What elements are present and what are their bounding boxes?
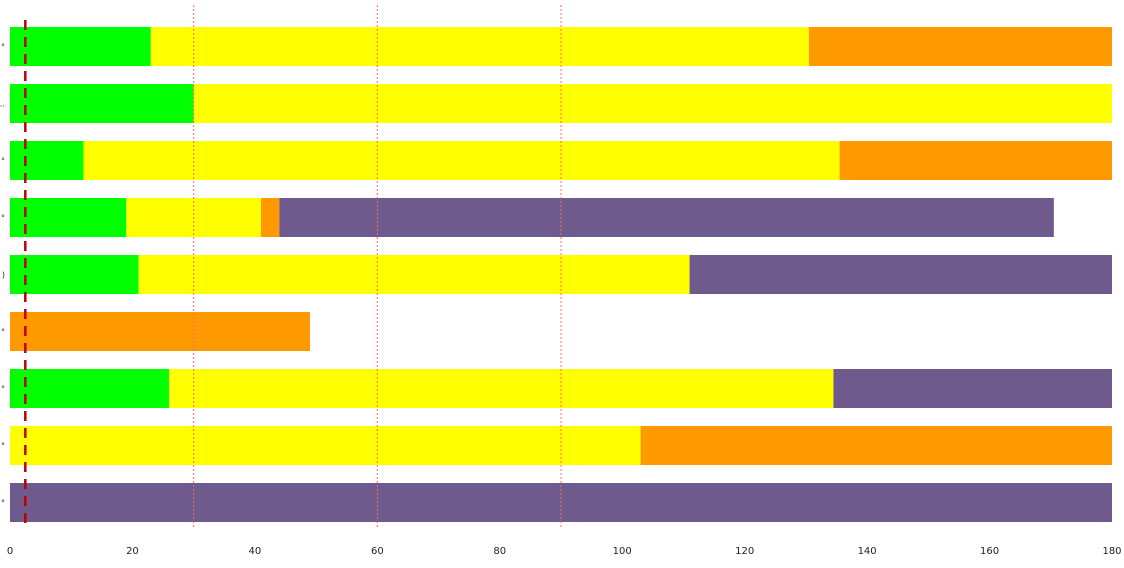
bar-segment-row-2-yellow [193, 84, 1112, 123]
bar-segment-row-3-yellow [83, 141, 840, 180]
bars-layer [10, 27, 1112, 522]
x-tick-label-0: 0 [7, 546, 13, 557]
x-tick-label-60: 60 [371, 546, 384, 557]
bar-segment-row-1-green [10, 27, 151, 66]
x-tick-label-20: 20 [126, 546, 139, 557]
bar-segment-row-7-green [10, 369, 170, 408]
bar-segment-row-5-yellow [138, 255, 690, 294]
bar-segment-row-4-green [10, 198, 127, 237]
x-tick-label-100: 100 [613, 546, 632, 557]
row-label-5: ) [2, 271, 5, 280]
x-tick-label-40: 40 [249, 546, 262, 557]
bar-segment-row-1-yellow [150, 27, 809, 66]
row-label-7: ° [1, 385, 5, 394]
bar-segment-row-1-orange [808, 27, 1112, 66]
row-label-1: ° [1, 43, 5, 52]
bar-segment-row-3-green [10, 141, 84, 180]
x-tick-label-180: 180 [1102, 546, 1121, 557]
bar-segment-row-3-orange [839, 141, 1112, 180]
row-label-3: ° [1, 157, 5, 166]
bar-segment-row-5-purple [689, 255, 1112, 294]
row-label-2: … [0, 100, 5, 109]
x-tick-label-140: 140 [858, 546, 877, 557]
bar-segment-row-4-purple [279, 198, 1054, 237]
x-tick-label-160: 160 [980, 546, 999, 557]
bar-segment-row-7-yellow [169, 369, 834, 408]
x-tick-label-80: 80 [493, 546, 506, 557]
row-label-9: ° [1, 499, 5, 508]
row-label-4: ° [1, 214, 5, 223]
reference-lines-layer [24, 5, 562, 527]
row-labels-layer: ° … ° °) ° ° ° ° [0, 43, 5, 508]
bar-segment-row-8-orange [640, 426, 1112, 465]
x-tick-label-120: 120 [735, 546, 754, 557]
bar-segment-row-7-purple [833, 369, 1112, 408]
bar-segment-row-4-orange [261, 198, 280, 237]
bar-segment-row-5-green [10, 255, 139, 294]
row-label-8: ° [1, 442, 5, 451]
bar-segment-row-8-yellow [10, 426, 641, 465]
bar-segment-row-2-green [10, 84, 194, 123]
bar-segment-row-6-orange [10, 312, 310, 351]
x-axis: 0 20 40 60 80 100 120 140 160 180 [7, 546, 1122, 557]
row-label-6: ° [1, 328, 5, 337]
